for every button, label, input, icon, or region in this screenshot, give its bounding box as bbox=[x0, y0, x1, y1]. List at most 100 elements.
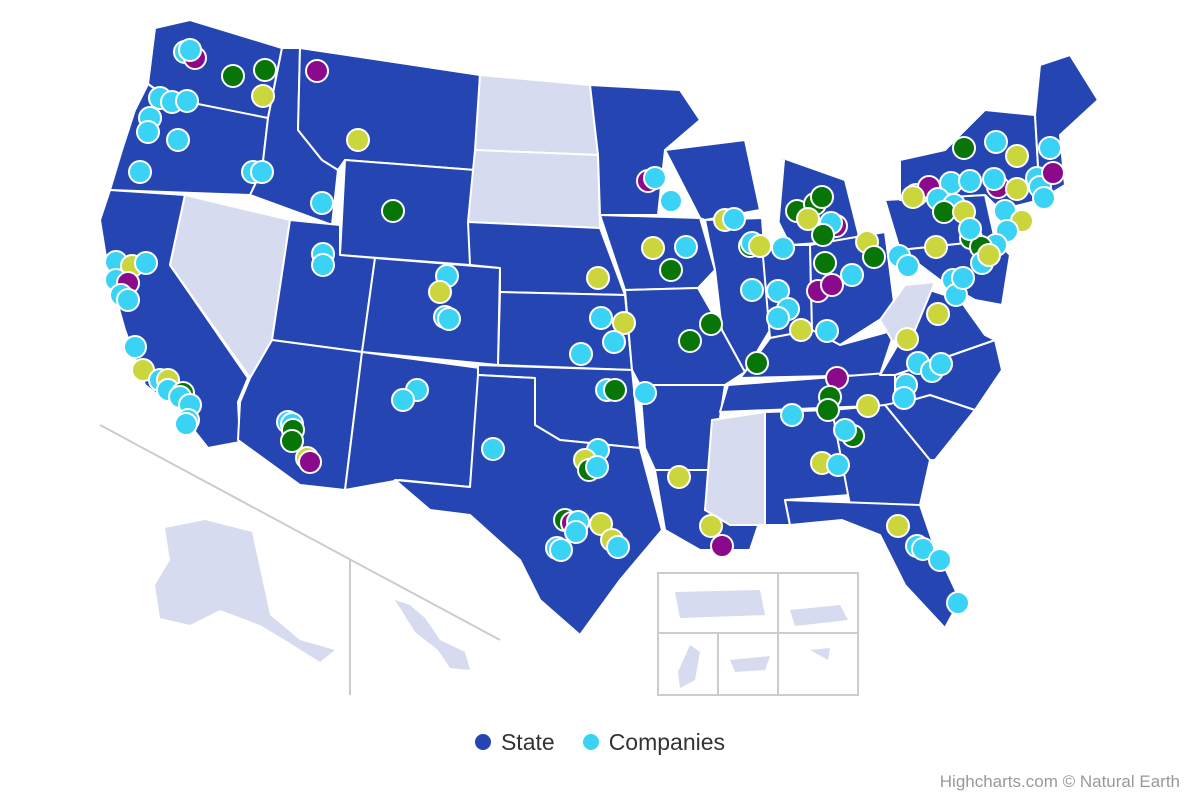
company-marker-cyan-135 bbox=[928, 548, 952, 572]
inset-box-virgin-islands bbox=[777, 572, 859, 634]
company-marker-cyan-83 bbox=[674, 235, 698, 259]
company-marker-cyan-52 bbox=[589, 306, 613, 330]
company-marker-cyan-85 bbox=[722, 207, 746, 231]
state-south-dakota bbox=[467, 149, 601, 229]
company-marker-cyan-122 bbox=[892, 386, 916, 410]
company-marker-cyan-2 bbox=[178, 38, 202, 62]
company-marker-green-4 bbox=[253, 58, 277, 82]
company-marker-cyan-156 bbox=[1032, 186, 1056, 210]
company-marker-cyan-12 bbox=[166, 128, 190, 152]
state-west-virginia bbox=[879, 281, 936, 343]
state-new-mexico bbox=[344, 351, 481, 491]
company-marker-green-103 bbox=[813, 251, 837, 275]
company-marker-lime-163 bbox=[977, 243, 1001, 267]
company-marker-cyan-71 bbox=[564, 520, 588, 544]
state-texas bbox=[394, 374, 663, 636]
company-marker-green-3 bbox=[221, 64, 245, 88]
company-marker-purple-77 bbox=[710, 534, 734, 558]
company-marker-green-82 bbox=[659, 258, 683, 282]
company-marker-lime-81 bbox=[641, 236, 665, 260]
company-marker-cyan-9 bbox=[175, 89, 199, 113]
company-marker-cyan-16 bbox=[250, 160, 274, 184]
company-marker-lime-139 bbox=[901, 185, 925, 209]
company-marker-lime-115 bbox=[926, 302, 950, 326]
legend-state-dot-icon bbox=[474, 734, 491, 750]
company-marker-cyan-54 bbox=[602, 330, 626, 354]
company-marker-cyan-17 bbox=[310, 191, 334, 215]
company-marker-cyan-31 bbox=[437, 307, 461, 331]
company-marker-cyan-129 bbox=[833, 418, 857, 442]
inset-divider-diagonal bbox=[99, 424, 501, 641]
company-marker-lime-127 bbox=[856, 394, 880, 418]
company-marker-cyan-49 bbox=[391, 388, 415, 412]
state-florida bbox=[784, 499, 961, 629]
company-marker-lime-76 bbox=[699, 514, 723, 538]
company-marker-lime-132 bbox=[886, 514, 910, 538]
company-marker-cyan-50 bbox=[481, 437, 505, 461]
lake-michigan bbox=[760, 150, 785, 240]
company-marker-lime-51 bbox=[586, 266, 610, 290]
company-marker-cyan-27 bbox=[311, 253, 335, 277]
company-marker-cyan-136 bbox=[946, 591, 970, 615]
legend: State Companies bbox=[0, 724, 1200, 760]
company-marker-green-98 bbox=[810, 185, 834, 209]
company-markers bbox=[104, 38, 1065, 615]
company-marker-cyan-120 bbox=[929, 352, 953, 376]
company-marker-cyan-116 bbox=[951, 266, 975, 290]
hawaii-shape bbox=[395, 600, 470, 670]
company-marker-cyan-32 bbox=[123, 335, 147, 359]
company-marker-green-146 bbox=[952, 136, 976, 160]
company-marker-cyan-21 bbox=[134, 251, 158, 275]
company-marker-cyan-14 bbox=[128, 160, 152, 184]
map-insets bbox=[99, 424, 859, 696]
company-marker-green-102 bbox=[811, 223, 835, 247]
company-marker-cyan-65 bbox=[585, 455, 609, 479]
puerto-rico-shape bbox=[675, 590, 765, 618]
company-marker-cyan-126 bbox=[780, 403, 804, 427]
company-marker-cyan-90 bbox=[740, 278, 764, 302]
company-marker-cyan-151 bbox=[982, 167, 1006, 191]
company-marker-cyan-41 bbox=[174, 412, 198, 436]
company-marker-green-108 bbox=[862, 245, 886, 269]
company-marker-lime-148 bbox=[1005, 144, 1029, 168]
company-marker-cyan-91 bbox=[766, 279, 790, 303]
state-kentucky bbox=[739, 329, 896, 379]
company-marker-lime-111 bbox=[924, 235, 948, 259]
company-marker-lime-117 bbox=[895, 327, 919, 351]
company-marker-green-144 bbox=[932, 200, 956, 224]
samoa-shape bbox=[810, 648, 830, 660]
company-marker-cyan-149 bbox=[1038, 136, 1062, 160]
lake-superior bbox=[690, 122, 760, 142]
company-marker-lime-29 bbox=[428, 280, 452, 304]
company-marker-green-18 bbox=[381, 199, 405, 223]
company-marker-lime-88 bbox=[748, 234, 772, 258]
legend-item-companies[interactable]: Companies bbox=[582, 728, 726, 756]
company-marker-cyan-58 bbox=[633, 381, 657, 405]
company-marker-cyan-164 bbox=[958, 217, 982, 241]
state-north-dakota bbox=[474, 74, 599, 156]
legend-item-state[interactable]: State bbox=[474, 728, 555, 756]
company-marker-purple-47 bbox=[298, 450, 322, 474]
company-marker-cyan-141 bbox=[958, 169, 982, 193]
alaska-shape bbox=[155, 520, 335, 662]
company-marker-lime-6 bbox=[251, 84, 275, 108]
company-marker-green-59 bbox=[678, 329, 702, 353]
legend-companies-label: Companies bbox=[608, 728, 726, 755]
state-mississippi bbox=[704, 411, 766, 526]
company-marker-cyan-55 bbox=[569, 342, 593, 366]
state-wyoming bbox=[339, 159, 476, 266]
guam-shape bbox=[678, 645, 700, 688]
state-colorado bbox=[361, 257, 501, 366]
map-credits[interactable]: Highcharts.com © Natural Earth bbox=[939, 772, 1180, 791]
company-marker-green-57 bbox=[603, 378, 627, 402]
company-marker-cyan-147 bbox=[984, 130, 1008, 154]
company-marker-cyan-25 bbox=[116, 288, 140, 312]
company-marker-cyan-89 bbox=[771, 236, 795, 260]
company-marker-cyan-95 bbox=[815, 319, 839, 343]
company-marker-cyan-106 bbox=[840, 263, 864, 287]
legend-companies-dot-icon bbox=[582, 734, 599, 750]
company-marker-cyan-93 bbox=[766, 306, 790, 330]
company-marker-lime-152 bbox=[1005, 177, 1029, 201]
legend-state-label: State bbox=[500, 728, 555, 755]
